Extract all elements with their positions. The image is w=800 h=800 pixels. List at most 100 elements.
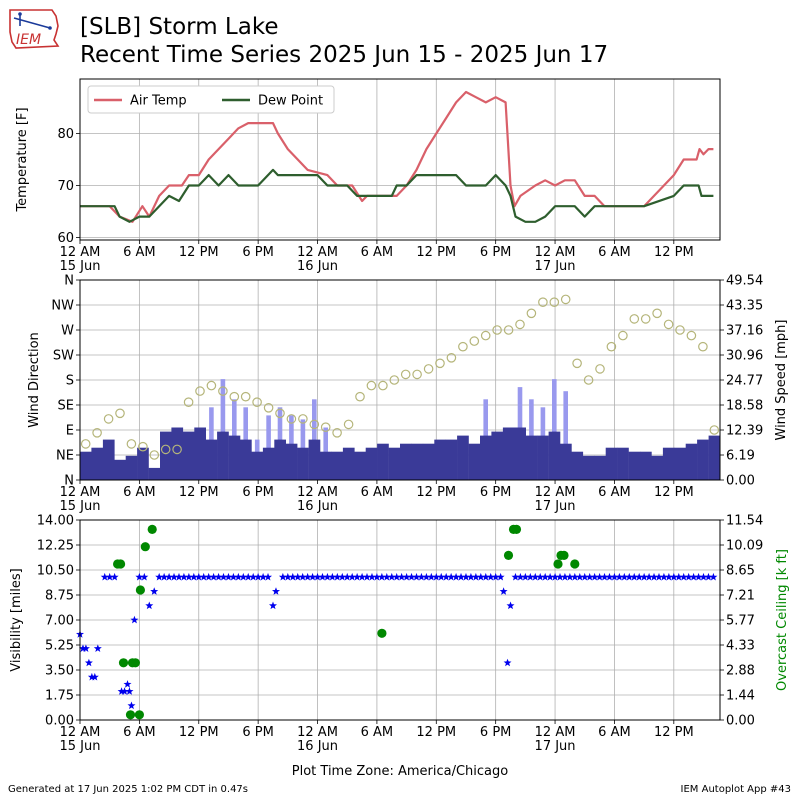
ceiling-point: [134, 710, 144, 720]
visibility-point: [521, 572, 530, 581]
vis-ytick-label: 0.00: [45, 714, 74, 729]
visibility-point: [427, 572, 436, 581]
logo-text: IEM: [16, 32, 41, 48]
wind-ytick-label: N: [64, 274, 74, 289]
visibility-point: [377, 572, 386, 581]
ceiling-point: [147, 524, 157, 535]
visibility-point: [669, 572, 678, 581]
visibility-point: [585, 572, 594, 581]
wind-xtick-label: 6 PM: [242, 485, 273, 500]
visibility-point: [565, 572, 574, 581]
vis-xtick-sublabel: 16 Jun: [297, 739, 338, 754]
visibility-point: [100, 572, 109, 581]
visibility-point: [358, 572, 367, 581]
wind-gust-bar: [563, 391, 568, 480]
wind-xtick-label: 6 AM: [361, 485, 394, 500]
series-line-dew-point: [80, 168, 714, 223]
wind-speed-bar: [434, 439, 446, 480]
wind-speed-bar: [331, 451, 344, 480]
wind-speed-bar: [628, 451, 641, 480]
wind-speed-bar: [320, 451, 332, 480]
wind-gust-bar: [552, 379, 557, 480]
vis-ytick-label-right: 8.65: [726, 564, 755, 579]
visibility-point: [600, 572, 609, 581]
wind-dir-point: [446, 352, 457, 363]
wind-dir-point: [309, 419, 320, 430]
wind-dir-point: [286, 414, 297, 424]
wind-ytick-label-right: 37.16: [726, 324, 763, 339]
visibility-point: [184, 572, 193, 581]
wind-ytick-label-right: 18.58: [726, 399, 763, 414]
visibility-point: [709, 572, 718, 581]
wind-xtick-label: 6 AM: [123, 485, 156, 500]
wind-speed-bar: [137, 447, 149, 480]
visibility-point: [269, 601, 277, 610]
visibility-point: [412, 572, 421, 581]
footer-generated-text: Generated at 17 Jun 2025 1:02 PM CDT in …: [8, 784, 249, 795]
wind-speed-bar: [605, 447, 618, 480]
wind-speed-bar: [297, 447, 309, 480]
wind-speed-bar: [182, 431, 195, 480]
wind-speed-bar: [228, 435, 241, 480]
wind-ytick-label-right: 12.39: [726, 424, 763, 439]
visibility-point: [278, 572, 287, 581]
vis-ytick-label-right: 7.21: [726, 589, 755, 604]
wind-dir-point: [298, 414, 308, 424]
visibility-point: [160, 572, 169, 581]
wind-dir-point: [469, 336, 480, 346]
wind-speed-bar: [548, 431, 561, 480]
visibility-point: [432, 572, 441, 581]
wind-dir-point: [538, 297, 548, 307]
visibility-point: [219, 572, 228, 581]
visibility-point: [179, 572, 188, 581]
ceiling-ylabel-right: Overcast Ceiling [k ft]: [775, 549, 790, 691]
vis-ytick-label: 1.75: [45, 689, 74, 704]
vis-xtick-label: 6 PM: [242, 725, 273, 740]
wind-speed-bar: [125, 455, 138, 480]
wind-dir-point: [675, 325, 685, 335]
wind-speed-bar: [525, 435, 538, 480]
visibility-point: [155, 572, 164, 581]
wind-dir-point: [206, 380, 217, 391]
wind-speed-bar: [422, 443, 435, 480]
wind-ytick-label-right: 0.00: [726, 474, 755, 489]
visibility-point: [679, 572, 688, 581]
visibility-point: [620, 572, 629, 581]
wind-dir-point: [663, 319, 674, 330]
wind-dir-point: [138, 441, 148, 452]
visibility-point: [570, 572, 579, 581]
wind-speed-bar: [205, 439, 218, 480]
wind-dir-point: [240, 391, 251, 402]
vis-ytick-label: 10.50: [37, 564, 74, 579]
visibility-point: [659, 572, 668, 581]
visibility-point: [318, 572, 327, 581]
visibility-point: [293, 572, 302, 581]
wind-dir-point: [195, 386, 205, 396]
wind-speed-bar: [674, 447, 686, 480]
visibility-point: [496, 572, 505, 581]
vis-ytick-label: 8.75: [45, 589, 74, 604]
wind-speed-bar: [262, 447, 275, 480]
wind-speed-bar: [365, 447, 378, 480]
visibility-point: [194, 572, 203, 581]
chart-subtitle: Recent Time Series 2025 Jun 15 - 2025 Ju…: [80, 42, 609, 68]
visibility-point: [674, 572, 683, 581]
visibility-point: [664, 572, 673, 581]
wind-xtick-label: 12 PM: [654, 485, 694, 500]
visibility-point: [625, 572, 634, 581]
wind-speed-bar: [617, 447, 629, 480]
ceiling-point: [559, 550, 569, 561]
wind-dir-point: [275, 408, 285, 419]
vis-ytick-label-right: 0.00: [726, 714, 755, 729]
wind-dir-point: [652, 308, 662, 319]
visibility-point: [204, 572, 213, 581]
wind-dir-point: [172, 444, 182, 455]
visibility-point: [135, 572, 144, 581]
visibility-point: [90, 672, 99, 681]
wind-dir-point: [320, 422, 331, 432]
visibility-point: [368, 572, 376, 581]
wind-speed-bar: [594, 455, 606, 480]
wind-speed-bar: [400, 443, 412, 480]
wind-speed-bar: [308, 439, 321, 480]
visibility-point: [407, 572, 416, 581]
